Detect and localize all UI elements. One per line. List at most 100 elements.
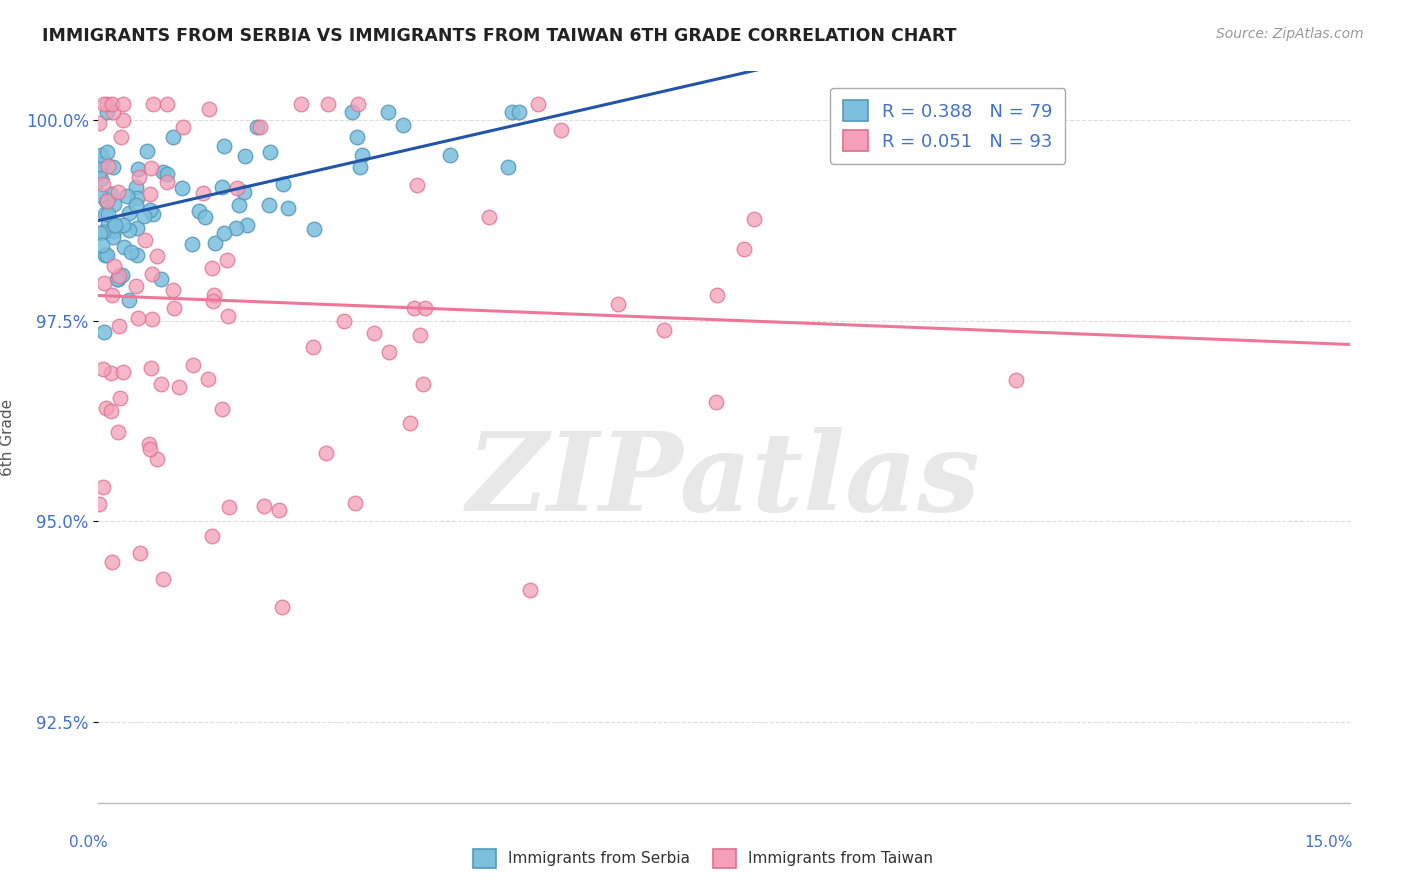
Point: [100, 404, 122, 418]
Point: [129, 546, 152, 560]
Point: [91, 237, 114, 252]
Point: [173, 120, 195, 134]
Point: [139, 186, 162, 201]
Point: [257, 198, 280, 212]
Point: [103, 218, 125, 232]
Point: [127, 191, 149, 205]
Point: [315, 446, 337, 460]
Point: [204, 236, 226, 251]
Point: [128, 170, 150, 185]
Point: [103, 259, 125, 273]
Point: [101, 230, 124, 244]
Point: [101, 555, 124, 569]
Point: [108, 391, 131, 405]
Point: [139, 442, 162, 457]
Point: [302, 222, 325, 236]
Point: [346, 130, 368, 145]
Point: [211, 179, 233, 194]
Point: [217, 309, 239, 323]
Point: [125, 180, 148, 194]
Point: [269, 503, 291, 517]
Point: [141, 267, 163, 281]
Point: [162, 283, 184, 297]
Point: [277, 202, 299, 216]
Point: [406, 178, 429, 193]
Point: [225, 181, 247, 195]
Point: [100, 366, 122, 380]
Legend: R = 0.388   N = 79, R = 0.051   N = 93: R = 0.388 N = 79, R = 0.051 N = 93: [830, 87, 1066, 164]
Text: 15.0%: 15.0%: [1305, 836, 1353, 850]
Point: [117, 222, 139, 236]
Point: [141, 311, 163, 326]
Point: [391, 118, 413, 132]
Point: [125, 220, 148, 235]
Point: [249, 120, 271, 135]
Point: [107, 186, 129, 200]
Point: [96, 96, 118, 111]
Point: [89, 157, 111, 171]
Legend: Immigrants from Serbia, Immigrants from Taiwan: Immigrants from Serbia, Immigrants from …: [467, 843, 939, 873]
Point: [103, 105, 125, 120]
Point: [90, 148, 112, 162]
Point: [550, 123, 572, 137]
Point: [107, 272, 129, 286]
Point: [101, 288, 124, 302]
Point: [201, 293, 224, 308]
Point: [91, 362, 114, 376]
Point: [377, 104, 399, 119]
Point: [233, 148, 256, 162]
Point: [172, 181, 194, 195]
Point: [89, 166, 111, 180]
Point: [246, 120, 269, 134]
Point: [742, 212, 765, 227]
Point: [101, 161, 124, 175]
Point: [91, 225, 114, 239]
Point: [202, 288, 225, 302]
Point: [654, 323, 676, 337]
Point: [127, 310, 149, 325]
Point: [259, 145, 281, 160]
Point: [290, 96, 312, 111]
Point: [110, 130, 132, 145]
Point: [112, 96, 135, 111]
Point: [89, 227, 111, 241]
Point: [156, 167, 179, 181]
Point: [347, 96, 370, 111]
Point: [501, 104, 523, 119]
Point: [318, 96, 340, 111]
Point: [519, 582, 541, 597]
Point: [101, 96, 124, 111]
Point: [90, 171, 112, 186]
Point: [197, 372, 219, 386]
Point: [734, 243, 756, 257]
Point: [181, 236, 204, 251]
Point: [93, 207, 115, 221]
Point: [398, 416, 420, 430]
Point: [152, 572, 174, 586]
Point: [118, 206, 141, 220]
Point: [342, 104, 364, 119]
Point: [167, 380, 190, 394]
Point: [527, 96, 550, 111]
Point: [181, 359, 204, 373]
Point: [93, 96, 115, 111]
Point: [103, 197, 125, 211]
Point: [112, 365, 135, 379]
Point: [139, 361, 162, 376]
Point: [135, 145, 157, 159]
Point: [350, 148, 373, 162]
Point: [111, 113, 134, 128]
Point: [271, 178, 294, 192]
Point: [149, 377, 172, 392]
Point: [193, 186, 215, 201]
Point: [363, 326, 385, 340]
Point: [152, 165, 174, 179]
Point: [112, 239, 135, 253]
Point: [225, 220, 247, 235]
Point: [198, 102, 221, 116]
Point: [211, 402, 233, 417]
Point: [96, 145, 118, 160]
Point: [96, 248, 118, 262]
Point: [125, 198, 148, 212]
Point: [94, 401, 117, 415]
